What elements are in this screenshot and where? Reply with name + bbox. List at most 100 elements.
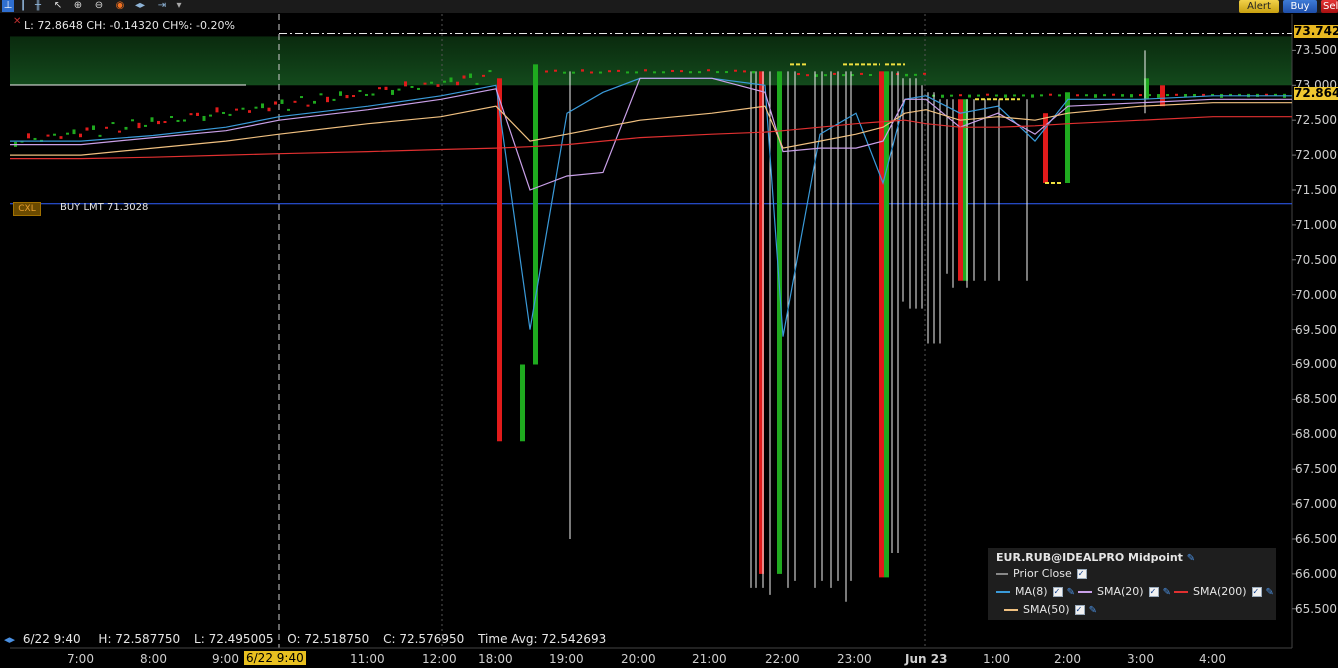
highlight-band xyxy=(10,36,1292,86)
candle xyxy=(345,94,349,99)
candle xyxy=(824,74,827,77)
x-tick-label: 21:00 xyxy=(692,652,727,666)
wrench-icon[interactable]: ✎ xyxy=(1265,587,1274,598)
candle xyxy=(1175,93,1178,96)
series-line-sma20 xyxy=(10,77,1292,191)
candle xyxy=(66,132,69,135)
dropdown-icon[interactable]: ▾ xyxy=(176,0,182,11)
alert-button[interactable]: Alert xyxy=(1239,0,1279,13)
candle xyxy=(176,119,180,122)
sma50-swatch xyxy=(1004,609,1018,611)
candle xyxy=(59,136,63,139)
candle xyxy=(1013,94,1016,97)
y-tick-label: 66.000 xyxy=(1295,566,1337,581)
checkbox-ma8[interactable] xyxy=(1052,585,1063,599)
candle xyxy=(1067,94,1070,98)
crosshair-icon[interactable]: ◉ xyxy=(115,0,125,11)
candle xyxy=(905,73,908,77)
candle xyxy=(53,133,56,136)
legend-label: SMA(200) xyxy=(1192,585,1247,598)
zoom-out-icon[interactable]: ⊖ xyxy=(94,0,104,11)
candle xyxy=(436,84,440,87)
candle xyxy=(563,71,566,74)
candle xyxy=(1274,93,1277,96)
candle xyxy=(590,71,593,74)
candle xyxy=(105,126,108,129)
legend-label: Prior Close xyxy=(1013,567,1072,580)
status-time-avg: Time Avg: 72.542693 xyxy=(478,632,607,646)
candle xyxy=(879,71,884,578)
y-tick-label: 71.000 xyxy=(1295,217,1337,232)
y-tick-label: 70.000 xyxy=(1295,287,1337,302)
candle xyxy=(111,122,115,125)
status-bar: ◂▸ 6/22 9:40 H: 72.587750 L: 72.495005 O… xyxy=(4,632,1284,648)
cancel-order-button[interactable]: CXL xyxy=(13,202,41,216)
x-tick-label: 23:00 xyxy=(837,652,872,666)
checkbox-sma50[interactable] xyxy=(1074,603,1085,617)
candle xyxy=(306,104,310,107)
candle xyxy=(1040,94,1043,97)
candle xyxy=(941,94,944,98)
candle xyxy=(743,70,746,73)
candle xyxy=(707,69,710,72)
x-icon[interactable]: ✕ xyxy=(13,16,22,27)
y-tick-label: 68.500 xyxy=(1295,392,1337,407)
candle xyxy=(241,107,245,110)
candle xyxy=(215,107,219,113)
series-line-sma50 xyxy=(10,102,1292,156)
candle xyxy=(404,81,407,87)
legend-title-row: EUR.RUB@IDEALPRO Midpoint ✎ xyxy=(996,551,1198,565)
candle xyxy=(27,133,30,139)
candle xyxy=(118,130,121,133)
legend-item-ma8: MA(8) ✎ SMA(20) ✎ SMA(200) ✎ xyxy=(996,585,1277,599)
pan-icon[interactable]: ◂▸ xyxy=(134,0,146,11)
candle xyxy=(79,133,82,138)
x-tick-label: 3:00 xyxy=(1127,652,1154,666)
candle xyxy=(995,94,998,97)
candle xyxy=(98,134,102,137)
candle xyxy=(332,98,336,101)
candle xyxy=(1157,94,1160,98)
candle xyxy=(417,87,420,90)
checkbox-prior-close[interactable] xyxy=(1076,567,1087,581)
candle xyxy=(842,74,845,77)
candle-icon[interactable]: ╫ xyxy=(34,0,42,11)
candle xyxy=(520,364,525,442)
double-arrow-icon[interactable]: ◂▸ xyxy=(4,633,16,646)
scroll-icon[interactable]: ⇥ xyxy=(157,0,167,11)
candle xyxy=(300,96,303,99)
wrench-icon[interactable]: ✎ xyxy=(1186,553,1196,564)
candle xyxy=(365,93,368,96)
candle xyxy=(397,88,401,91)
candle xyxy=(280,99,284,104)
wrench-icon[interactable]: ✎ xyxy=(1088,605,1097,616)
sell-button[interactable]: Sell xyxy=(1321,0,1338,13)
wrench-icon[interactable]: ✎ xyxy=(1066,587,1075,598)
candle xyxy=(608,70,611,73)
buy-button[interactable]: Buy xyxy=(1283,0,1317,13)
candle xyxy=(371,93,375,96)
y-tick-label: 69.000 xyxy=(1295,357,1337,372)
candle xyxy=(1121,94,1124,97)
candle xyxy=(662,71,665,74)
candle xyxy=(274,101,277,105)
candle xyxy=(968,94,971,98)
x-tick-label: 1:00 xyxy=(983,652,1010,666)
x-tick-label: 12:00 xyxy=(422,652,457,666)
wrench-icon[interactable]: ✎ xyxy=(1162,587,1171,598)
legend-item-sma50: SMA(50) ✎ xyxy=(1004,603,1100,617)
candle xyxy=(196,112,199,116)
candle xyxy=(443,80,446,83)
candle xyxy=(860,72,863,75)
candle xyxy=(752,70,755,74)
candle xyxy=(430,81,433,84)
cursor-icon[interactable]: ↖ xyxy=(53,0,63,11)
checkbox-sma200[interactable] xyxy=(1251,585,1262,599)
candle xyxy=(456,81,459,86)
candle xyxy=(617,69,620,72)
indicator-icon[interactable]: ⊥ xyxy=(2,0,14,12)
bar-chart-icon[interactable]: ┃ xyxy=(19,0,27,11)
checkbox-sma20[interactable] xyxy=(1148,585,1159,599)
zoom-in-icon[interactable]: ⊕ xyxy=(73,0,83,11)
